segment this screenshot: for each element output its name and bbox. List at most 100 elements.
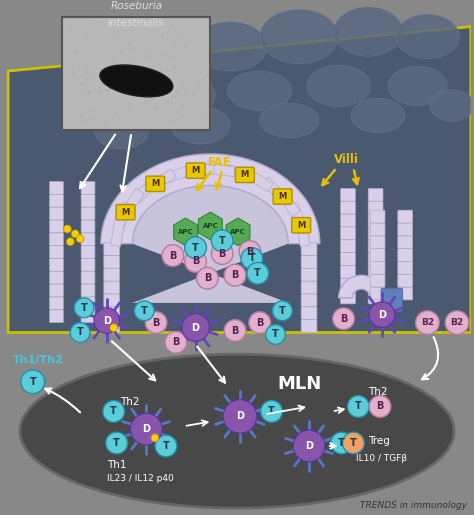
FancyBboxPatch shape — [370, 236, 385, 249]
FancyBboxPatch shape — [370, 262, 385, 274]
FancyBboxPatch shape — [301, 268, 317, 281]
Circle shape — [224, 320, 246, 341]
Polygon shape — [206, 164, 235, 177]
FancyBboxPatch shape — [50, 284, 64, 297]
Ellipse shape — [351, 98, 405, 133]
FancyBboxPatch shape — [398, 223, 412, 236]
Text: B: B — [340, 314, 347, 323]
FancyBboxPatch shape — [368, 291, 383, 304]
FancyBboxPatch shape — [370, 274, 385, 287]
FancyBboxPatch shape — [50, 182, 64, 194]
FancyBboxPatch shape — [50, 310, 64, 322]
Text: Th1/Th2: Th1/Th2 — [13, 355, 64, 365]
FancyBboxPatch shape — [301, 320, 317, 333]
Text: T: T — [163, 441, 169, 451]
FancyBboxPatch shape — [81, 259, 95, 271]
FancyBboxPatch shape — [104, 268, 119, 281]
Circle shape — [265, 324, 285, 345]
Circle shape — [247, 263, 269, 284]
Circle shape — [239, 241, 261, 263]
FancyBboxPatch shape — [50, 271, 64, 284]
FancyBboxPatch shape — [368, 252, 383, 265]
Text: T: T — [350, 438, 357, 448]
FancyBboxPatch shape — [341, 240, 356, 252]
FancyBboxPatch shape — [341, 214, 356, 227]
FancyBboxPatch shape — [398, 262, 412, 274]
Text: T: T — [279, 306, 286, 316]
Text: TRENDS in immunology: TRENDS in immunology — [360, 501, 467, 510]
Circle shape — [165, 332, 187, 353]
FancyBboxPatch shape — [273, 189, 292, 204]
Text: IL10 / TGFβ: IL10 / TGFβ — [356, 454, 408, 464]
FancyBboxPatch shape — [81, 297, 95, 310]
Text: T: T — [255, 268, 261, 278]
FancyBboxPatch shape — [301, 281, 317, 294]
Ellipse shape — [430, 90, 474, 122]
Ellipse shape — [334, 7, 403, 56]
FancyBboxPatch shape — [292, 218, 310, 233]
Text: APC: APC — [178, 229, 193, 235]
Text: APC: APC — [230, 229, 246, 235]
Text: FAE: FAE — [209, 156, 232, 169]
Circle shape — [94, 308, 119, 334]
Text: Th1: Th1 — [107, 460, 126, 470]
Circle shape — [343, 432, 364, 454]
Polygon shape — [276, 188, 300, 217]
Text: T: T — [77, 328, 83, 337]
FancyBboxPatch shape — [301, 294, 317, 307]
Ellipse shape — [72, 74, 131, 118]
Circle shape — [185, 237, 206, 259]
Text: B2: B2 — [450, 318, 464, 327]
FancyBboxPatch shape — [301, 307, 317, 320]
Circle shape — [155, 435, 177, 457]
Circle shape — [273, 301, 292, 321]
Circle shape — [145, 312, 167, 334]
FancyBboxPatch shape — [50, 220, 64, 233]
Circle shape — [21, 370, 45, 393]
FancyBboxPatch shape — [63, 17, 210, 130]
Ellipse shape — [193, 22, 267, 71]
Circle shape — [211, 243, 233, 264]
Circle shape — [223, 400, 257, 433]
FancyBboxPatch shape — [104, 294, 119, 307]
Polygon shape — [226, 164, 255, 183]
Text: MLN: MLN — [277, 375, 321, 393]
FancyBboxPatch shape — [50, 297, 64, 310]
Text: Th2: Th2 — [120, 397, 139, 406]
Polygon shape — [111, 218, 125, 247]
FancyBboxPatch shape — [81, 284, 95, 297]
Ellipse shape — [260, 9, 338, 64]
FancyBboxPatch shape — [368, 240, 383, 252]
Polygon shape — [132, 185, 288, 303]
Text: M: M — [297, 221, 305, 230]
FancyBboxPatch shape — [50, 233, 64, 246]
FancyBboxPatch shape — [368, 265, 383, 278]
Text: M: M — [191, 166, 200, 175]
Ellipse shape — [260, 103, 319, 138]
Polygon shape — [101, 154, 320, 244]
Ellipse shape — [228, 71, 292, 111]
Text: B: B — [192, 256, 199, 266]
Text: T: T — [338, 438, 345, 448]
Ellipse shape — [107, 34, 196, 88]
Circle shape — [135, 301, 154, 321]
FancyBboxPatch shape — [104, 281, 119, 294]
Text: T: T — [248, 253, 255, 264]
Text: B: B — [231, 270, 239, 280]
Text: B: B — [153, 318, 160, 328]
Ellipse shape — [100, 65, 173, 97]
Circle shape — [66, 238, 74, 246]
FancyBboxPatch shape — [341, 227, 356, 240]
Circle shape — [249, 312, 271, 334]
Polygon shape — [245, 169, 273, 192]
Circle shape — [64, 225, 71, 233]
Circle shape — [333, 308, 355, 330]
Text: T: T — [110, 406, 117, 417]
Polygon shape — [147, 169, 176, 192]
Circle shape — [74, 298, 94, 318]
Circle shape — [162, 245, 184, 266]
FancyBboxPatch shape — [81, 182, 95, 194]
FancyBboxPatch shape — [370, 249, 385, 262]
Text: IL23 / IL12 p40: IL23 / IL12 p40 — [107, 474, 173, 483]
Circle shape — [76, 235, 84, 243]
